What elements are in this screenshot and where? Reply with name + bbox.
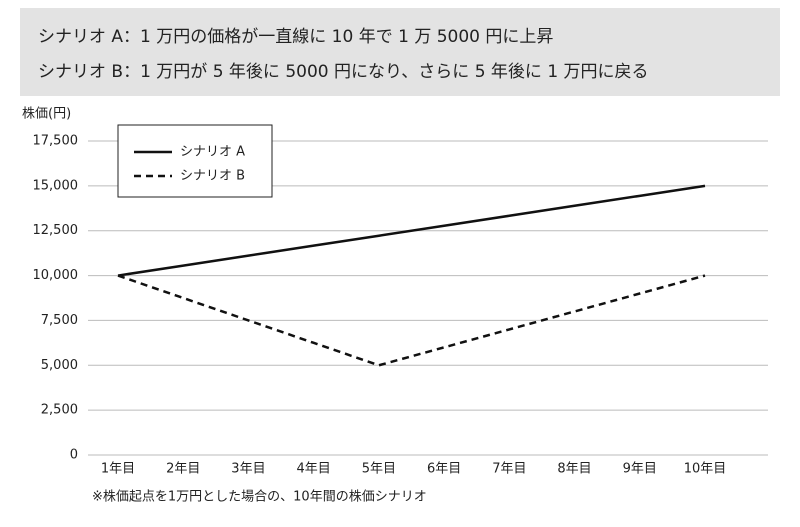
x-tick-label: 1年目 <box>101 462 135 477</box>
y-tick-label: 12,500 <box>33 223 79 238</box>
y-tick-label: 5,000 <box>41 358 78 373</box>
y-tick-label: 2,500 <box>41 403 78 418</box>
x-tick-label: 2年目 <box>166 462 200 477</box>
legend-label: シナリオ A <box>180 145 245 160</box>
x-tick-label: 8年目 <box>557 462 591 477</box>
x-tick-label: 6年目 <box>427 462 461 477</box>
header-line: シナリオ B：1 万円が 5 年後に 5000 円になり、さらに 5 年後に 1… <box>38 62 649 82</box>
x-tick-label: 9年目 <box>623 462 657 477</box>
header-line: シナリオ A：1 万円の価格が一直線に 10 年で 1 万 5000 円に上昇 <box>38 27 553 47</box>
y-tick-label: 10,000 <box>33 268 79 283</box>
x-tick-label: 3年目 <box>231 462 265 477</box>
x-tick-label: 7年目 <box>492 462 526 477</box>
y-axis-label: 株価(円) <box>22 107 71 122</box>
y-tick-label: 0 <box>70 448 78 463</box>
x-tick-label: 5年目 <box>362 462 396 477</box>
y-tick-label: 17,500 <box>33 134 79 149</box>
y-tick-label: 15,000 <box>33 178 79 193</box>
x-tick-label: 10年目 <box>684 462 727 477</box>
series-line <box>117 184 706 277</box>
header-box <box>20 8 780 96</box>
legend-box <box>117 124 273 198</box>
legend-label: シナリオ B <box>180 169 245 184</box>
x-tick-label: 4年目 <box>297 462 331 477</box>
note: ※株価起点を1万円とした場合の、10年間の株価シナリオ <box>92 490 427 505</box>
y-tick-label: 7,500 <box>41 313 78 328</box>
